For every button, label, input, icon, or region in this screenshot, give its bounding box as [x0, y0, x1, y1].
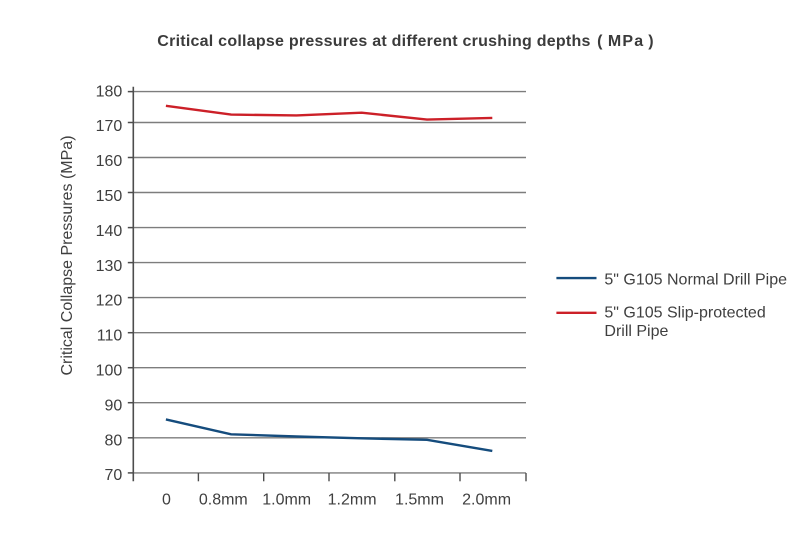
- svg-text:2.0mm: 2.0mm: [462, 491, 511, 508]
- svg-text:140: 140: [96, 223, 123, 240]
- svg-text:90: 90: [105, 397, 123, 414]
- svg-text:170: 170: [96, 118, 123, 135]
- svg-text:1.5mm: 1.5mm: [395, 491, 444, 508]
- svg-text:100: 100: [96, 363, 123, 380]
- svg-text:1.0mm: 1.0mm: [262, 491, 311, 508]
- svg-text:0: 0: [162, 491, 171, 508]
- svg-text:180: 180: [96, 83, 123, 100]
- svg-text:110: 110: [97, 328, 123, 345]
- svg-text:Drill Pipe: Drill Pipe: [604, 323, 668, 340]
- svg-text:Critical Collapse Pressures (M: Critical Collapse Pressures (MPa): [59, 135, 76, 375]
- svg-text:1.2mm: 1.2mm: [328, 491, 377, 508]
- svg-text:160: 160: [96, 153, 123, 170]
- svg-text:Critical collapse pressures at: Critical collapse pressures at different…: [157, 33, 653, 50]
- svg-text:0.8mm: 0.8mm: [199, 491, 248, 508]
- svg-text:80: 80: [105, 432, 123, 449]
- svg-text:120: 120: [96, 293, 123, 310]
- svg-text:5" G105 Normal Drill Pipe: 5" G105 Normal Drill Pipe: [604, 272, 787, 289]
- svg-text:5" G105 Slip-protected: 5" G105 Slip-protected: [604, 304, 765, 321]
- svg-text:150: 150: [96, 188, 123, 205]
- svg-text:70: 70: [105, 467, 123, 484]
- svg-text:130: 130: [96, 258, 123, 275]
